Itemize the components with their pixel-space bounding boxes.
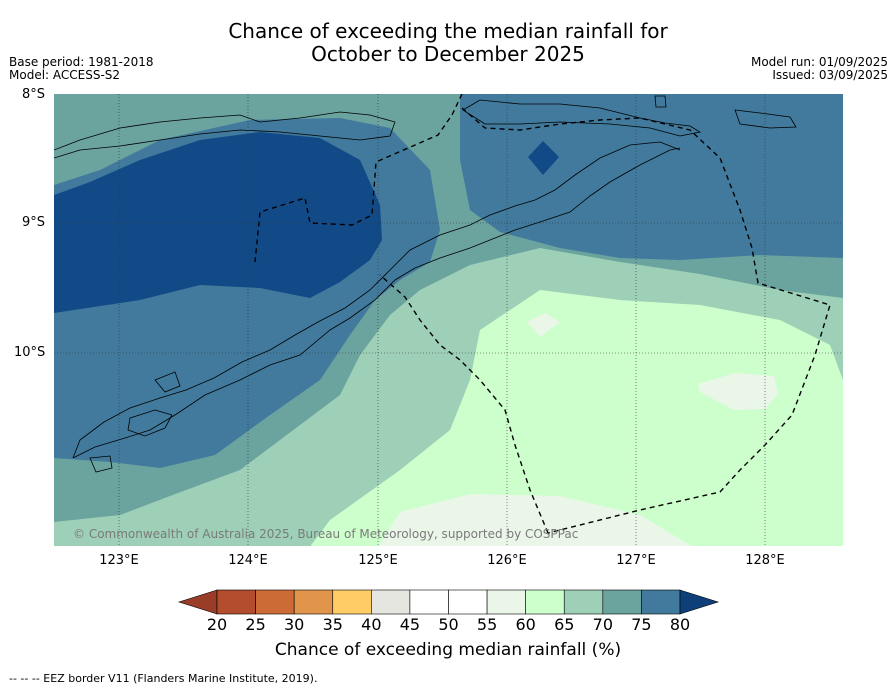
copyright-text: © Commonwealth of Australia 2025, Bureau… bbox=[73, 527, 579, 541]
patch-55-60-a bbox=[378, 494, 691, 546]
colorbar-segment-50-55 bbox=[448, 589, 488, 615]
band-over-80 bbox=[54, 132, 382, 313]
colorbar-tick-50: 50 bbox=[438, 615, 459, 634]
colorbar-tick-70: 70 bbox=[592, 615, 613, 634]
colorbar-tick-35: 35 bbox=[322, 615, 343, 634]
colorbar-tick-40: 40 bbox=[361, 615, 382, 634]
colorbar-segment-20-25 bbox=[216, 589, 256, 615]
lat-label-9s: 9°S bbox=[22, 215, 46, 230]
colorbar-segment-30-35 bbox=[293, 589, 334, 615]
colorbar-tick-80: 80 bbox=[669, 615, 691, 634]
title-line-1: Chance of exceeding the median rainfall … bbox=[228, 19, 668, 43]
colorbar-tick-75: 75 bbox=[631, 615, 652, 634]
title-line-2: October to December 2025 bbox=[311, 42, 585, 66]
model-text: Model: ACCESS-S2 bbox=[9, 68, 121, 82]
lon-label-125e: 125°E bbox=[358, 553, 398, 568]
colorbar-segment-45-50 bbox=[409, 589, 449, 615]
colorbar-tick-55: 55 bbox=[476, 615, 498, 634]
lon-label-126e: 126°E bbox=[487, 553, 527, 568]
colorbar-segment-40-45 bbox=[371, 589, 411, 615]
lon-label-128e: 128°E bbox=[745, 553, 785, 568]
colorbar-segment-35-40 bbox=[332, 589, 372, 615]
lon-label-123e: 123°E bbox=[99, 553, 139, 568]
lon-label-124e: 124°E bbox=[228, 553, 268, 568]
colorbar-tick-45: 45 bbox=[399, 615, 421, 634]
band-60-65 bbox=[310, 290, 843, 546]
colorbar-segment-70-75 bbox=[602, 589, 642, 615]
patch-55-60-b bbox=[698, 373, 778, 410]
colorbar-label: Chance of exceeding median rainfall (%) bbox=[274, 640, 622, 660]
chart-title: Chance of exceeding the median rainfall … bbox=[0, 20, 896, 66]
colorbar-tick-20: 20 bbox=[206, 615, 228, 634]
base-period-text: Base period: 1981-2018 bbox=[9, 55, 154, 69]
patch-over-80 bbox=[528, 141, 559, 175]
lat-label-8s: 8°S bbox=[22, 87, 46, 102]
colorbar-tick-65: 65 bbox=[554, 615, 575, 634]
meta-left: Base period: 1981-2018 Model: ACCESS-S2 bbox=[9, 56, 154, 82]
colorbar-segment-65-70 bbox=[563, 589, 604, 615]
issued-text: Issued: 03/09/2025 bbox=[772, 68, 888, 82]
colorbar-under-arrow bbox=[178, 589, 218, 615]
eez-footnote: -- -- -- EEZ border V11 (Flanders Marine… bbox=[9, 672, 318, 685]
colorbar-segment-55-60 bbox=[486, 589, 526, 615]
patch-55-60-c bbox=[527, 313, 560, 337]
colorbar-segment-25-30 bbox=[255, 589, 295, 615]
eez-border bbox=[254, 94, 831, 534]
lon-label-127e: 127°E bbox=[616, 553, 656, 568]
meta-right: Model run: 01/09/2025 Issued: 03/09/2025 bbox=[751, 56, 888, 82]
colorbar-over-arrow bbox=[679, 589, 719, 615]
colorbar bbox=[178, 589, 719, 615]
model-run-text: Model run: 01/09/2025 bbox=[750, 55, 888, 69]
gridlines bbox=[54, 94, 843, 546]
band-75-80-east bbox=[460, 94, 843, 260]
colorbar-tick-25: 25 bbox=[245, 615, 266, 634]
coastlines bbox=[54, 95, 797, 473]
lat-label-10s: 10°S bbox=[14, 345, 46, 360]
colorbar-segment-75-80 bbox=[641, 589, 681, 615]
colorbar-tick-30: 30 bbox=[283, 615, 305, 634]
colorbar-tick-60: 60 bbox=[515, 615, 536, 634]
colorbar-segment-60-65 bbox=[525, 589, 565, 615]
